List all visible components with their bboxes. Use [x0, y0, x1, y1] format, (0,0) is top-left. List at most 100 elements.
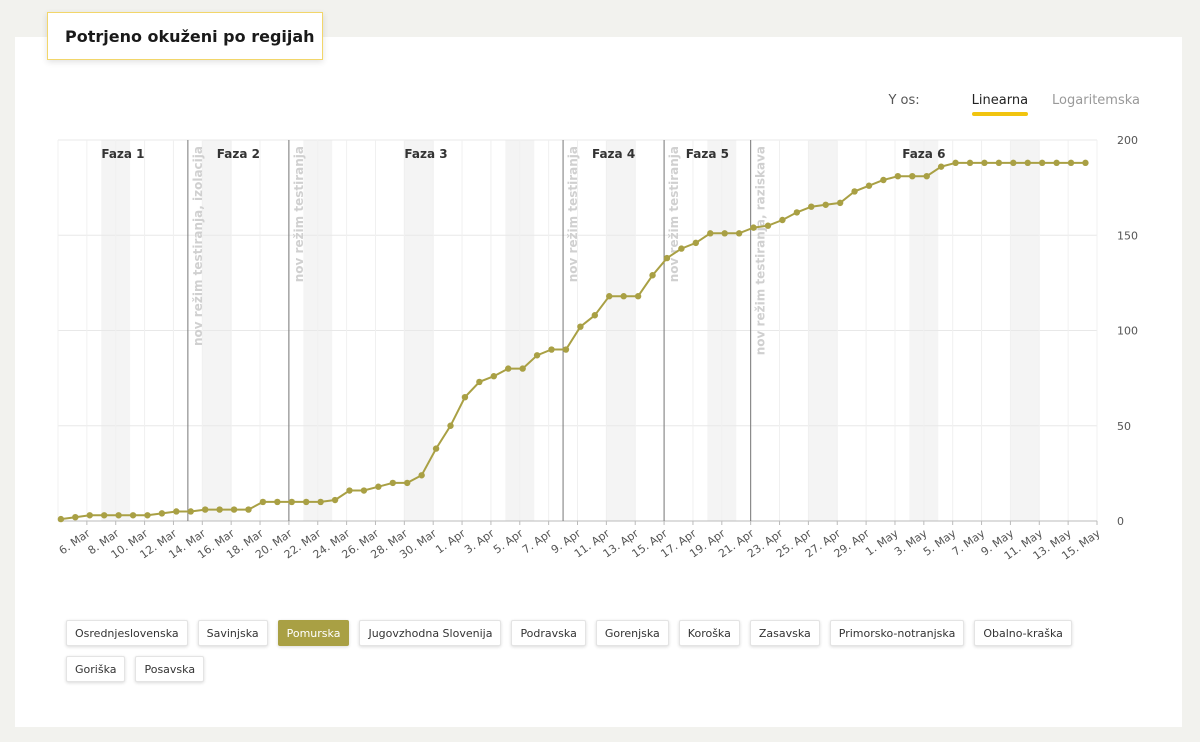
data-point — [461, 393, 469, 401]
phase-label: Faza 2 — [217, 147, 260, 161]
x-tick-label: 5. Apr — [491, 527, 526, 557]
data-point — [663, 254, 671, 262]
region-button-savinjska[interactable]: Savinjska — [197, 620, 268, 646]
data-point — [952, 159, 959, 167]
region-button-osrednjeslovenska[interactable]: Osrednjeslovenska — [66, 620, 188, 646]
data-point — [548, 346, 555, 353]
region-button-obalno-kraska[interactable]: Obalno-kraška — [974, 620, 1072, 646]
title-box: Potrjeno okuženi po regijah — [47, 12, 323, 60]
data-point — [303, 498, 310, 506]
data-point — [57, 515, 65, 523]
data-point — [144, 512, 151, 519]
x-tick-label: 3. Apr — [462, 527, 497, 557]
y-axis-log-option[interactable]: Logaritemska — [1052, 93, 1140, 108]
data-point — [86, 512, 93, 519]
testing-annotations: nov režim testiranja, izolacija nov režim… — [191, 146, 768, 355]
data-point — [779, 216, 786, 224]
data-point — [1082, 159, 1089, 167]
region-button-zasavska[interactable]: Zasavska — [749, 620, 820, 646]
data-point — [375, 483, 382, 490]
data-point — [909, 172, 916, 180]
y-tick-label: 150 — [1117, 229, 1138, 242]
data-point — [1024, 159, 1031, 167]
data-point — [836, 199, 844, 207]
data-point — [808, 203, 815, 210]
data-point — [404, 479, 411, 487]
y-tick-label: 100 — [1117, 325, 1138, 338]
region-button-gorenjska[interactable]: Gorenjska — [595, 620, 669, 646]
data-point — [880, 176, 887, 184]
data-point — [735, 230, 743, 237]
phase-label: Faza 3 — [404, 147, 447, 161]
annotation-label: nov režim testiranja, izolacija — [191, 146, 205, 346]
region-button-primorsko-notranjska[interactable]: Primorsko-notranjska — [829, 620, 965, 646]
annotation-label: nov režim testiranja, raziskava — [754, 146, 768, 355]
data-point — [894, 172, 902, 180]
data-point — [533, 352, 541, 359]
data-point — [577, 323, 584, 330]
data-point — [418, 472, 425, 479]
data-point — [1038, 159, 1046, 167]
y-tick-label: 50 — [1117, 420, 1131, 433]
y-axis-toggle-label: Y os: — [888, 93, 920, 108]
region-selector: Osrednjeslovenska Savinjska Pomurska Jug… — [66, 620, 1126, 682]
data-point — [923, 172, 930, 180]
data-point — [721, 230, 728, 237]
chart-title: Potrjeno okuženi po regijah — [65, 27, 315, 46]
data-point — [707, 230, 714, 237]
annotation-label: nov režim testiranja — [292, 146, 306, 282]
data-point — [187, 508, 194, 515]
data-point — [389, 479, 396, 487]
data-point — [966, 159, 974, 167]
data-point — [173, 508, 180, 515]
annotation-label: nov režim testiranja — [566, 146, 580, 282]
y-axis-scale-toggle: Y os: Linearna Logaritemska — [888, 93, 1140, 116]
data-point — [129, 512, 137, 519]
region-button-goriska[interactable]: Goriška — [66, 656, 126, 682]
data-point — [259, 498, 267, 506]
data-point — [591, 312, 599, 319]
data-point — [851, 188, 858, 195]
data-point — [981, 159, 988, 167]
x-tick-label: 1. Apr — [433, 527, 468, 557]
y-axis-linear-option[interactable]: Linearna — [971, 93, 1029, 116]
data-point — [505, 365, 512, 372]
data-point — [331, 496, 339, 504]
data-point — [1053, 159, 1060, 167]
data-point — [317, 498, 324, 506]
region-button-posavska[interactable]: Posavska — [135, 656, 205, 682]
data-point — [288, 498, 295, 506]
y-tick-label: 200 — [1117, 134, 1138, 147]
region-button-podravska[interactable]: Podravska — [511, 620, 586, 646]
region-button-koroska[interactable]: Koroška — [678, 620, 740, 646]
y-tick-label: 0 — [1117, 515, 1124, 528]
data-point — [360, 487, 368, 494]
region-button-jugovzhodna-slovenija[interactable]: Jugovzhodna Slovenija — [359, 620, 502, 646]
data-point — [274, 498, 281, 506]
data-point — [230, 506, 238, 513]
series-points — [57, 159, 1089, 523]
data-point — [72, 513, 79, 521]
region-button-pomurska[interactable]: Pomurska — [277, 620, 350, 646]
data-point — [620, 293, 627, 300]
data-point — [634, 293, 642, 300]
data-point — [158, 510, 166, 517]
data-point — [1067, 159, 1075, 167]
phase-label: Faza 5 — [686, 147, 729, 161]
data-point — [937, 163, 945, 170]
data-point — [764, 222, 772, 229]
data-point — [1010, 159, 1017, 167]
data-point — [100, 512, 108, 519]
data-point — [245, 506, 252, 513]
y-axis-tick-labels: 0 50 100 150 200 — [1117, 134, 1138, 528]
data-point — [678, 245, 685, 252]
x-tick-label: 6. Mar — [57, 527, 93, 558]
data-point — [447, 422, 454, 429]
annotation-label: nov režim testiranja — [667, 146, 681, 282]
phase-divider-lines — [187, 140, 752, 521]
phase-label: Faza 4 — [592, 147, 635, 161]
data-point — [115, 512, 122, 519]
data-point — [822, 201, 829, 208]
